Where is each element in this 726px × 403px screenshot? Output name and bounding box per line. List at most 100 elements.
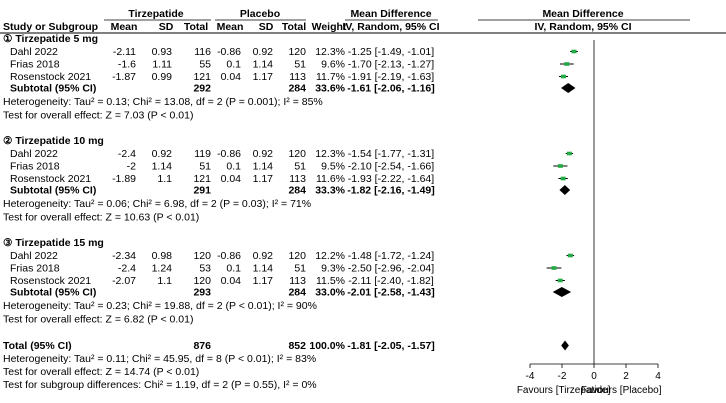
subtotal-label: Subtotal (95% CI) <box>10 83 96 95</box>
column-header-plot-method: IV, Random, 95% CI <box>534 21 631 33</box>
sd-tirzepatide: 0.99 <box>152 71 173 83</box>
column-header-mean-placebo: Mean <box>217 21 244 33</box>
sd-tirzepatide: 0.93 <box>152 46 173 58</box>
study-name: Rosenstock 2021 <box>10 173 91 185</box>
x-axis-tick-label: -4 <box>526 371 535 382</box>
sd-placebo: 0.92 <box>253 46 274 58</box>
total-placebo: 113 <box>289 71 306 83</box>
sd-tirzepatide: 0.98 <box>152 250 173 262</box>
weight: 9.3% <box>321 263 345 275</box>
weight: 11.6% <box>316 173 345 185</box>
mean-difference: -1.93 [-2.22, -1.64] <box>348 173 434 185</box>
total-placebo: 51 <box>294 59 306 71</box>
subtotal-mean-difference: -1.61 [-2.06, -1.16] <box>347 83 435 95</box>
subtotal-weight: 33.3% <box>315 185 345 197</box>
subgroup-title: ③ Tirzepatide 15 mg <box>3 237 104 249</box>
weight: 11.7% <box>316 71 345 83</box>
study-name: Dahl 2022 <box>10 148 58 160</box>
total-diamond <box>561 340 569 351</box>
subtotal-total-tirzepatide: 292 <box>193 83 211 95</box>
sd-placebo: 1.14 <box>253 161 274 173</box>
total-tirzepatide: 120 <box>193 275 211 287</box>
column-header-study: Study or Subgroup <box>3 21 98 33</box>
weight: 12.3% <box>315 148 345 160</box>
column-header-md-method: IV, Random, 95% CI <box>342 21 439 33</box>
subtotal-weight: 33.6% <box>315 83 345 95</box>
total-total-tirzepatide: 876 <box>193 340 211 352</box>
total-total-placebo: 852 <box>288 340 306 352</box>
mean-placebo: 0.04 <box>221 275 242 287</box>
total-placebo: 120 <box>288 250 306 262</box>
subtotal-label: Subtotal (95% CI) <box>10 287 96 299</box>
mean-placebo: 0.04 <box>221 173 242 185</box>
study-marker <box>560 176 566 181</box>
column-header-sd-tirzepatide: SD <box>159 21 174 33</box>
study-marker <box>560 74 566 79</box>
total-tirzepatide: 120 <box>193 250 211 262</box>
subtotal-label: Subtotal (95% CI) <box>10 185 96 197</box>
total-overall-effect-text: Test for overall effect: Z = 14.74 (P < … <box>3 366 199 378</box>
total-tirzepatide: 119 <box>194 148 211 160</box>
overall-effect-text: Test for overall effect: Z = 6.82 (P < 0… <box>3 314 193 326</box>
heterogeneity-text: Heterogeneity: Tau² = 0.06; Chi² = 6.98,… <box>3 198 311 210</box>
sd-tirzepatide: 1.14 <box>152 161 173 173</box>
x-axis-tick-label: 2 <box>623 371 629 382</box>
mean-difference: -1.25 [-1.49, -1.01] <box>348 46 434 58</box>
plot-title: Mean Difference <box>542 8 623 20</box>
weight: 12.3% <box>315 46 345 58</box>
study-name: Dahl 2022 <box>10 46 58 58</box>
sd-placebo: 1.17 <box>253 71 274 83</box>
group-label-tirzepatide: Tirzepatide <box>128 8 183 20</box>
sd-tirzepatide: 1.24 <box>152 263 173 275</box>
mean-tirzepatide: -2.07 <box>112 275 136 287</box>
mean-tirzepatide: -2.4 <box>118 263 136 275</box>
total-placebo: 51 <box>294 161 306 173</box>
sd-placebo: 0.92 <box>253 148 274 160</box>
total-placebo: 51 <box>294 263 306 275</box>
subgroup-differences-text: Test for subgroup differences: Chi² = 1.… <box>3 379 317 391</box>
mean-placebo: 0.1 <box>226 161 241 173</box>
study-marker <box>571 49 577 54</box>
mean-difference: -1.70 [-2.13, -1.27] <box>348 59 434 71</box>
mean-difference: -2.50 [-2.96, -2.04] <box>348 263 434 275</box>
study-name: Frias 2018 <box>10 263 60 275</box>
sd-placebo: 1.17 <box>253 173 274 185</box>
subtotal-weight: 33.0% <box>315 287 345 299</box>
study-marker <box>566 151 572 156</box>
subtotal-mean-difference: -1.82 [-2.16, -1.49] <box>347 185 435 197</box>
total-placebo: 113 <box>289 275 306 287</box>
total-tirzepatide: 53 <box>199 263 211 275</box>
mean-tirzepatide: -1.87 <box>112 71 136 83</box>
subgroup-title: ② Tirzepatide 10 mg <box>3 135 104 147</box>
sd-placebo: 0.92 <box>253 250 274 262</box>
study-name: Dahl 2022 <box>10 250 58 262</box>
sd-placebo: 1.14 <box>253 59 274 71</box>
group-label-placebo: Placebo <box>240 8 280 20</box>
total-label: Total (95% CI) <box>3 340 72 352</box>
subtotal-total-tirzepatide: 291 <box>193 185 211 197</box>
sd-placebo: 1.17 <box>253 275 274 287</box>
mean-tirzepatide: -2.11 <box>113 46 136 58</box>
total-tirzepatide: 116 <box>194 46 211 58</box>
mean-difference: -1.48 [-1.72, -1.24] <box>348 250 434 262</box>
total-tirzepatide: 51 <box>199 161 211 173</box>
study-name: Frias 2018 <box>10 161 60 173</box>
total-tirzepatide: 55 <box>199 59 211 71</box>
total-placebo: 113 <box>289 173 306 185</box>
study-marker <box>551 266 557 270</box>
sd-placebo: 1.14 <box>253 263 274 275</box>
total-placebo: 120 <box>288 46 306 58</box>
heterogeneity-text: Heterogeneity: Tau² = 0.13; Chi² = 13.08… <box>3 96 323 108</box>
mean-placebo: 0.1 <box>226 59 241 71</box>
total-weight: 100.0% <box>309 340 345 352</box>
subtotal-diamond <box>559 185 571 195</box>
mean-difference: -1.54 [-1.77, -1.31] <box>348 148 434 160</box>
sd-tirzepatide: 1.1 <box>157 173 172 185</box>
study-marker <box>567 253 573 258</box>
total-mean-difference: -1.81 [-2.05, -1.57] <box>347 340 435 352</box>
x-axis-tick-label: -2 <box>558 371 567 382</box>
weight: 9.6% <box>321 59 345 71</box>
subtotal-diamond <box>552 287 572 297</box>
subtotal-total-placebo: 284 <box>288 83 306 95</box>
